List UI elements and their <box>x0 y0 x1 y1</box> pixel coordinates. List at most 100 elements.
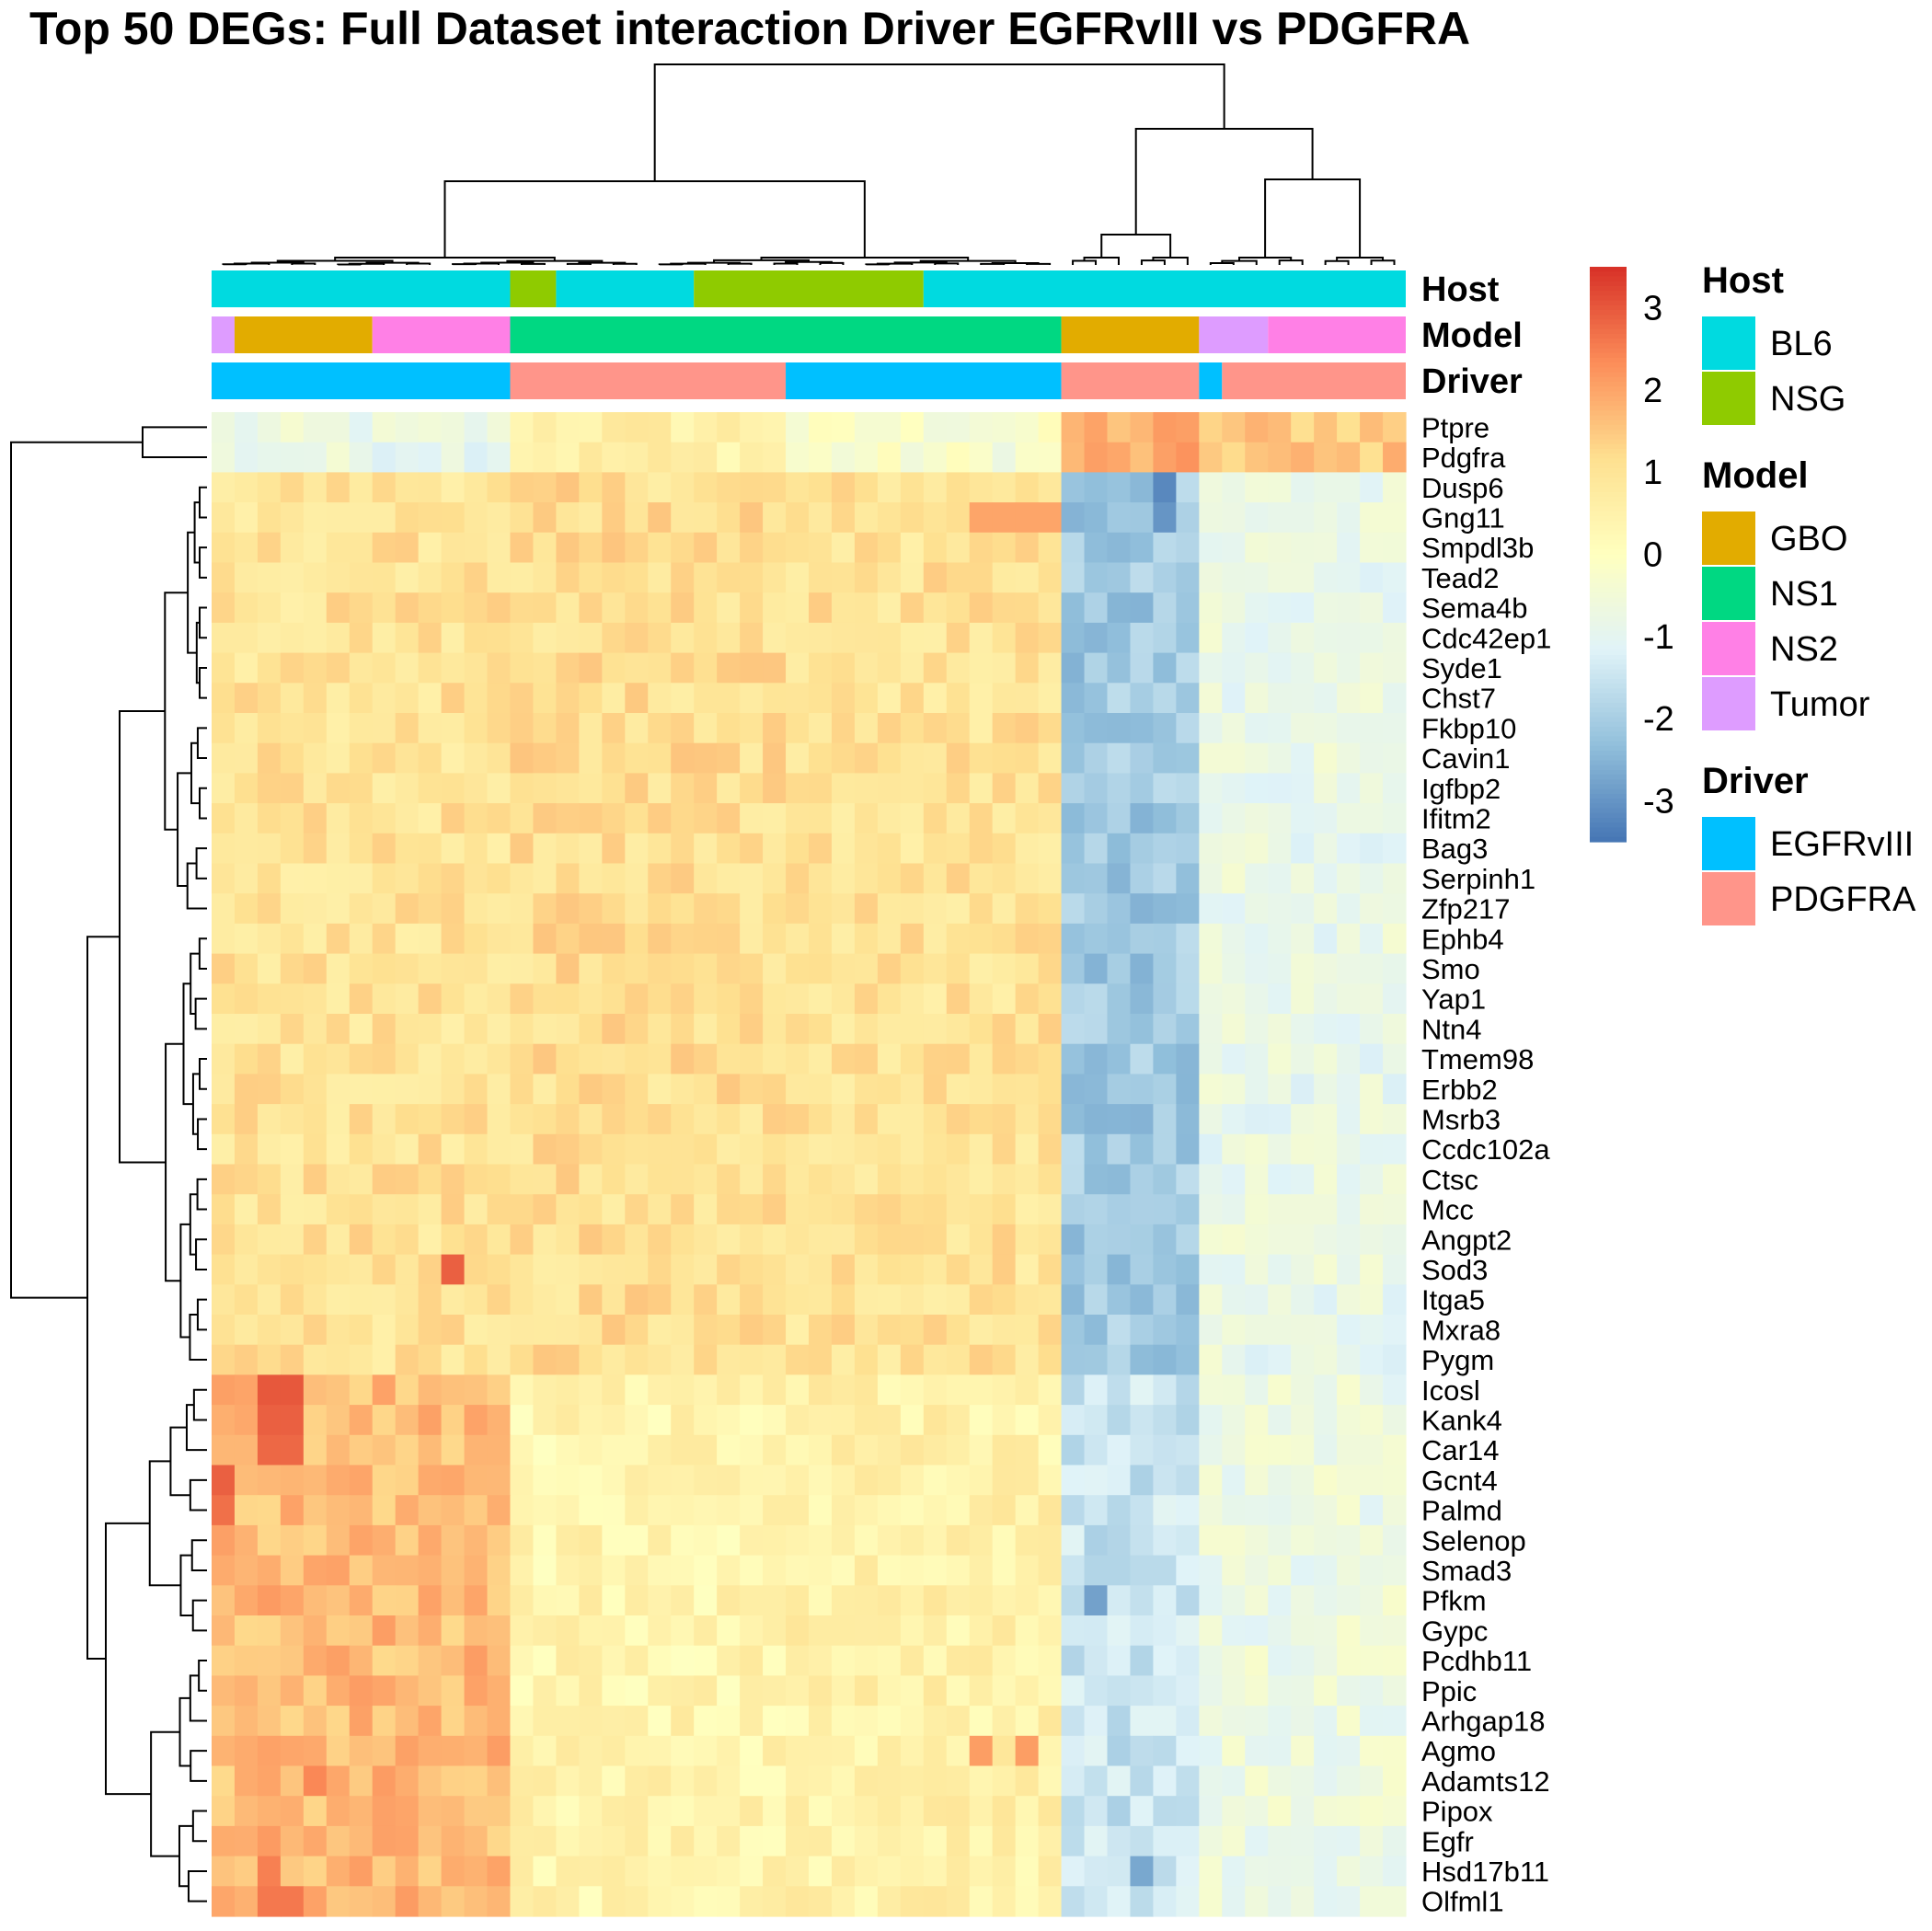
heatmap-cell <box>648 1706 672 1737</box>
heatmap-cell <box>1268 1585 1292 1616</box>
heatmap-cell <box>1245 1224 1269 1256</box>
dendrogram-branch <box>1026 262 1052 265</box>
heatmap-cell <box>877 1825 902 1857</box>
heatmap-cell <box>1107 1796 1132 1827</box>
heatmap-cell <box>510 1254 535 1285</box>
heatmap-cell <box>212 592 236 624</box>
heatmap-cell <box>1268 592 1292 624</box>
heatmap-cell <box>969 1434 994 1466</box>
heatmap-cell <box>1130 472 1155 503</box>
heatmap-cell <box>1015 713 1040 744</box>
heatmap-cell <box>923 1133 948 1166</box>
heatmap-cell <box>372 472 397 503</box>
heatmap-cell <box>556 622 580 654</box>
heatmap-cell <box>786 592 810 624</box>
heatmap-cell <box>1314 803 1338 834</box>
heatmap-cell <box>556 1465 580 1496</box>
heatmap-cell <box>900 652 925 684</box>
heatmap-cell <box>786 1735 810 1767</box>
heatmap-cell <box>349 1735 374 1767</box>
heatmap-cell <box>992 1434 1017 1466</box>
heatmap-cell <box>464 562 489 593</box>
heatmap-cell <box>648 1585 672 1616</box>
heatmap-cell <box>510 1765 535 1797</box>
heatmap-cell <box>1314 562 1338 593</box>
heatmap-cell <box>1176 592 1200 624</box>
heatmap-cell <box>487 652 512 684</box>
heatmap-cell <box>579 683 603 714</box>
heatmap-cell <box>1337 1434 1361 1466</box>
heatmap-cell <box>1061 983 1086 1015</box>
heatmap-cell <box>510 532 535 564</box>
colorbar-segment <box>1590 764 1627 771</box>
heatmap-cell <box>1360 1675 1384 1707</box>
heatmap-cell <box>234 592 259 624</box>
heatmap-cell <box>625 502 649 534</box>
heatmap-cell <box>326 893 351 925</box>
heatmap-cell <box>763 1615 787 1647</box>
heatmap-cell <box>1199 1706 1223 1737</box>
heatmap-cell <box>1337 1615 1361 1647</box>
heatmap-cell <box>1337 1555 1361 1586</box>
heatmap-cell <box>831 1104 856 1135</box>
heatmap-cell <box>303 1434 328 1466</box>
heatmap-cell <box>1107 1645 1132 1676</box>
heatmap-cell <box>556 833 580 865</box>
heatmap-cell <box>786 923 810 955</box>
heatmap-cell <box>1199 1675 1223 1707</box>
heatmap-cell <box>510 1645 535 1676</box>
heatmap-cell <box>694 532 718 564</box>
heatmap-cell <box>1360 953 1384 984</box>
colorbar-segment <box>1590 597 1627 603</box>
heatmap-cell <box>1245 1735 1269 1767</box>
heatmap-cell <box>579 742 603 774</box>
heatmap-cell <box>349 592 374 624</box>
heatmap-cell <box>487 1374 512 1406</box>
heatmap-cell <box>1153 1706 1177 1737</box>
heatmap-cell <box>372 1224 397 1256</box>
heatmap-cell <box>1015 1735 1040 1767</box>
heatmap-cell <box>556 1524 580 1557</box>
heatmap-cell <box>946 803 971 834</box>
heatmap-cell <box>395 1043 420 1075</box>
heatmap-cell <box>1383 1675 1407 1707</box>
heatmap-cell <box>648 1133 672 1166</box>
heatmap-cell <box>831 983 856 1015</box>
heatmap-cell <box>326 803 351 834</box>
heatmap-cell <box>877 1133 902 1166</box>
heatmap-cell <box>1383 863 1407 894</box>
heatmap-cell <box>257 1104 282 1135</box>
heatmap-cell <box>1038 1615 1063 1647</box>
dendrogram-branch <box>612 262 638 265</box>
heatmap-cell <box>487 1344 512 1375</box>
heatmap-cell <box>326 713 351 744</box>
heatmap-cell <box>1360 1796 1384 1827</box>
heatmap-cell <box>602 923 626 955</box>
heatmap-cell <box>441 472 466 503</box>
heatmap-cell <box>854 1014 879 1045</box>
heatmap-cell <box>1337 502 1361 534</box>
dendrogram-branch <box>819 261 845 265</box>
heatmap-cell <box>1383 562 1407 593</box>
heatmap-cell <box>786 1856 810 1887</box>
colorbar-segment <box>1590 660 1627 665</box>
heatmap-cell <box>1038 1344 1063 1375</box>
heatmap-cell <box>372 1405 397 1436</box>
heatmap-cell <box>372 1735 397 1767</box>
heatmap-cell <box>1199 863 1223 894</box>
dendrogram-branch <box>480 261 535 264</box>
heatmap-cell <box>1015 683 1040 714</box>
heatmap-cell <box>671 1495 695 1526</box>
heatmap-cell <box>648 1735 672 1767</box>
row-label: Hsd17b11 <box>1421 1856 1549 1888</box>
heatmap-cell <box>1084 1524 1109 1557</box>
dendrogram-branch <box>185 1404 207 1452</box>
heatmap-cell <box>280 1825 305 1857</box>
heatmap-cell <box>212 502 236 534</box>
dendrogram-branch <box>195 621 200 684</box>
heatmap-cell <box>303 953 328 984</box>
heatmap-cell <box>877 773 902 804</box>
heatmap-cell <box>326 1886 351 1917</box>
heatmap-cell <box>602 1074 626 1105</box>
heatmap-cell <box>602 1254 626 1285</box>
